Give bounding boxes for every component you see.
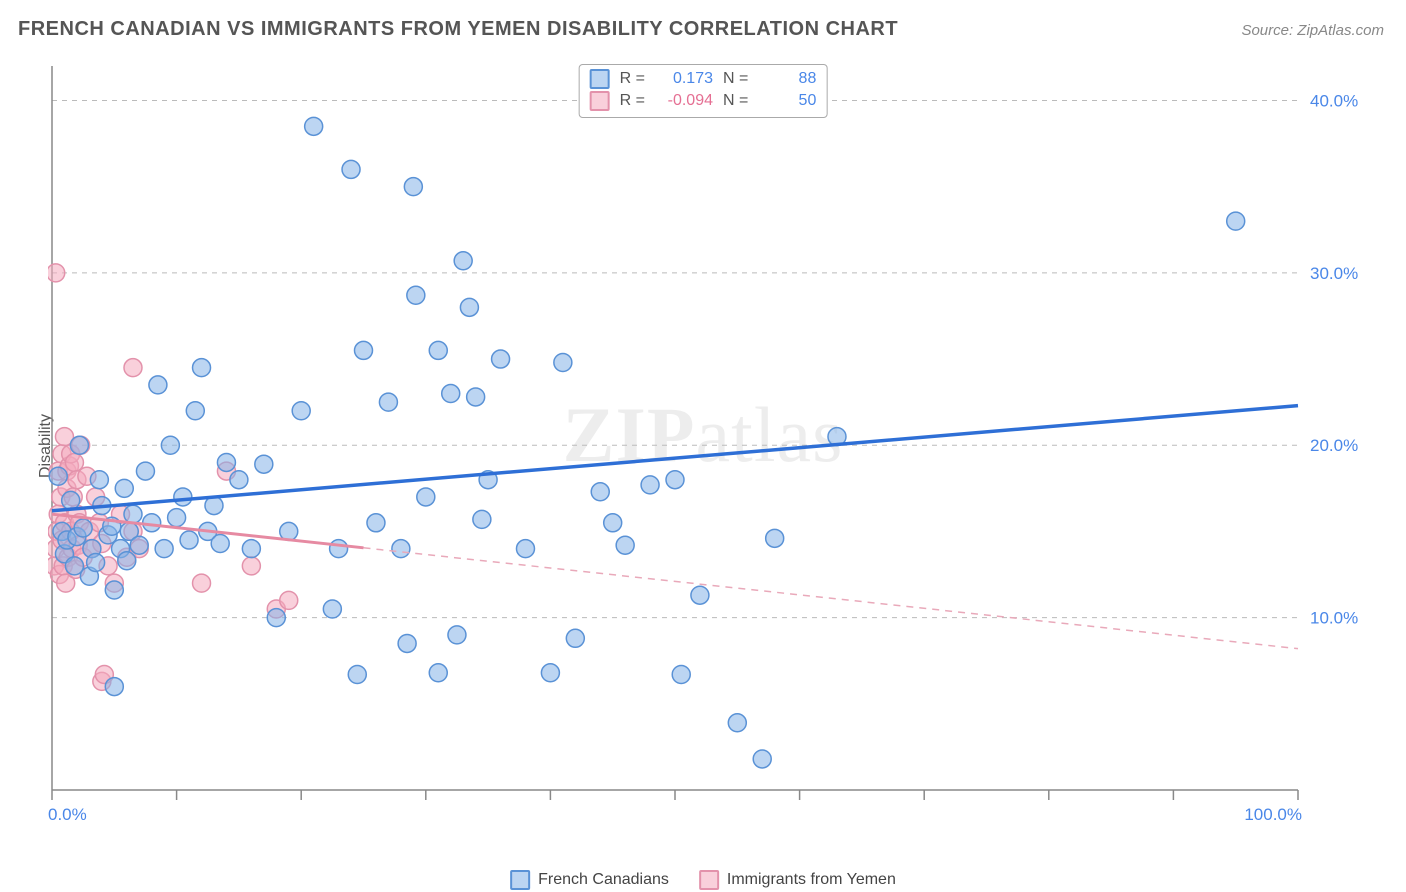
chart-svg: 10.0% 20.0% 30.0% 40.0% 0.0% 100.0% (48, 62, 1368, 832)
legend-swatch-blue (510, 870, 530, 890)
stat-n-value: 88 (758, 68, 816, 90)
bottom-legend-item-2: Immigrants from Yemen (699, 870, 896, 890)
svg-text:10.0%: 10.0% (1310, 609, 1358, 628)
legend-swatch-pink (590, 91, 610, 111)
stats-legend-box: R = 0.173 N = 88 R = -0.094 N = 50 (579, 64, 828, 118)
stats-row-1: R = 0.173 N = 88 (590, 68, 817, 90)
svg-text:40.0%: 40.0% (1310, 91, 1358, 110)
stat-r-value: -0.094 (655, 90, 713, 112)
chart-title: FRENCH CANADIAN VS IMMIGRANTS FROM YEMEN… (18, 18, 898, 41)
stat-n-label: N = (723, 68, 748, 90)
bottom-legend-label: French Canadians (538, 871, 669, 889)
plot-area: 10.0% 20.0% 30.0% 40.0% 0.0% 100.0% (48, 62, 1368, 832)
stat-n-value: 50 (758, 90, 816, 112)
chart-container: FRENCH CANADIAN VS IMMIGRANTS FROM YEMEN… (0, 0, 1406, 892)
stat-r-label: R = (620, 90, 645, 112)
bottom-legend-label: Immigrants from Yemen (727, 871, 896, 889)
stat-n-label: N = (723, 90, 748, 112)
legend-swatch-pink (699, 870, 719, 890)
svg-text:100.0%: 100.0% (1244, 805, 1302, 824)
stat-r-value: 0.173 (655, 68, 713, 90)
bottom-legend-item-1: French Canadians (510, 870, 669, 890)
stat-r-label: R = (620, 68, 645, 90)
legend-swatch-blue (590, 69, 610, 89)
bottom-legend: French Canadians Immigrants from Yemen (510, 870, 896, 890)
svg-text:30.0%: 30.0% (1310, 264, 1358, 283)
source-attribution: Source: ZipAtlas.com (1241, 22, 1384, 39)
svg-text:20.0%: 20.0% (1310, 436, 1358, 455)
svg-text:0.0%: 0.0% (48, 805, 87, 824)
stats-row-2: R = -0.094 N = 50 (590, 90, 817, 112)
